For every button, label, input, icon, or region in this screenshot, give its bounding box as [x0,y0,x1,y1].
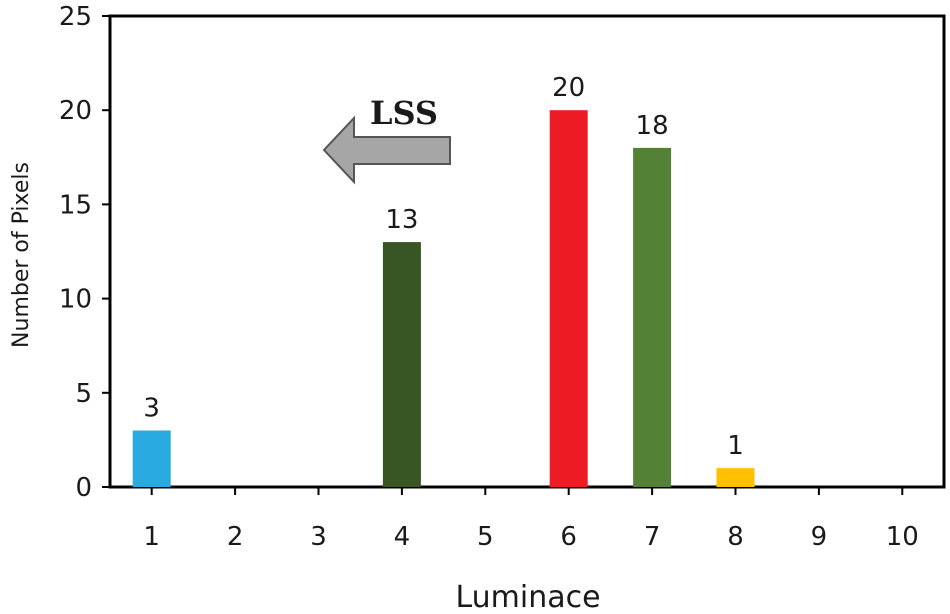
x-tick-label: 6 [560,522,577,552]
bars [132,110,755,487]
data-label-7: 18 [636,111,669,141]
y-tick-label: 25 [59,2,92,32]
data-label-4: 13 [385,205,418,235]
data-label-1: 3 [143,393,160,423]
x-tick-label: 8 [727,522,744,552]
data-label-6: 20 [552,73,585,103]
x-axis-title: Luminace [455,580,600,614]
x-tick-label: 4 [394,522,411,552]
bar-6 [549,110,588,487]
y-axis-ticks: 0 5 10 15 20 25 [59,2,110,503]
lss-label: LSS [370,94,438,132]
x-tick-label: 1 [143,522,160,552]
y-tick-label: 15 [59,190,92,220]
bar-4 [382,242,421,487]
x-tick-label: 10 [886,522,919,552]
y-tick-label: 5 [75,379,92,409]
left-arrow-icon [322,115,451,185]
data-labels: 3 13 20 18 1 [143,73,743,461]
y-tick-label: 0 [75,473,92,503]
bar-7 [633,147,672,487]
x-tick-label: 5 [477,522,494,552]
y-tick-label: 10 [59,285,92,315]
x-tick-label: 3 [310,522,327,552]
x-axis-ticks: 1 2 3 4 5 6 7 8 9 10 [143,487,919,552]
bar-1 [132,430,171,487]
x-tick-label: 2 [227,522,244,552]
data-label-8: 1 [727,431,744,461]
plot-border [108,14,946,489]
bar-8 [716,468,755,487]
lss-annotation: LSS [322,94,451,185]
plot-frame [108,14,946,489]
y-axis-title: Number of Pixels [9,162,34,348]
x-tick-label: 7 [644,522,661,552]
y-tick-label: 20 [59,96,92,126]
x-tick-label: 9 [811,522,828,552]
